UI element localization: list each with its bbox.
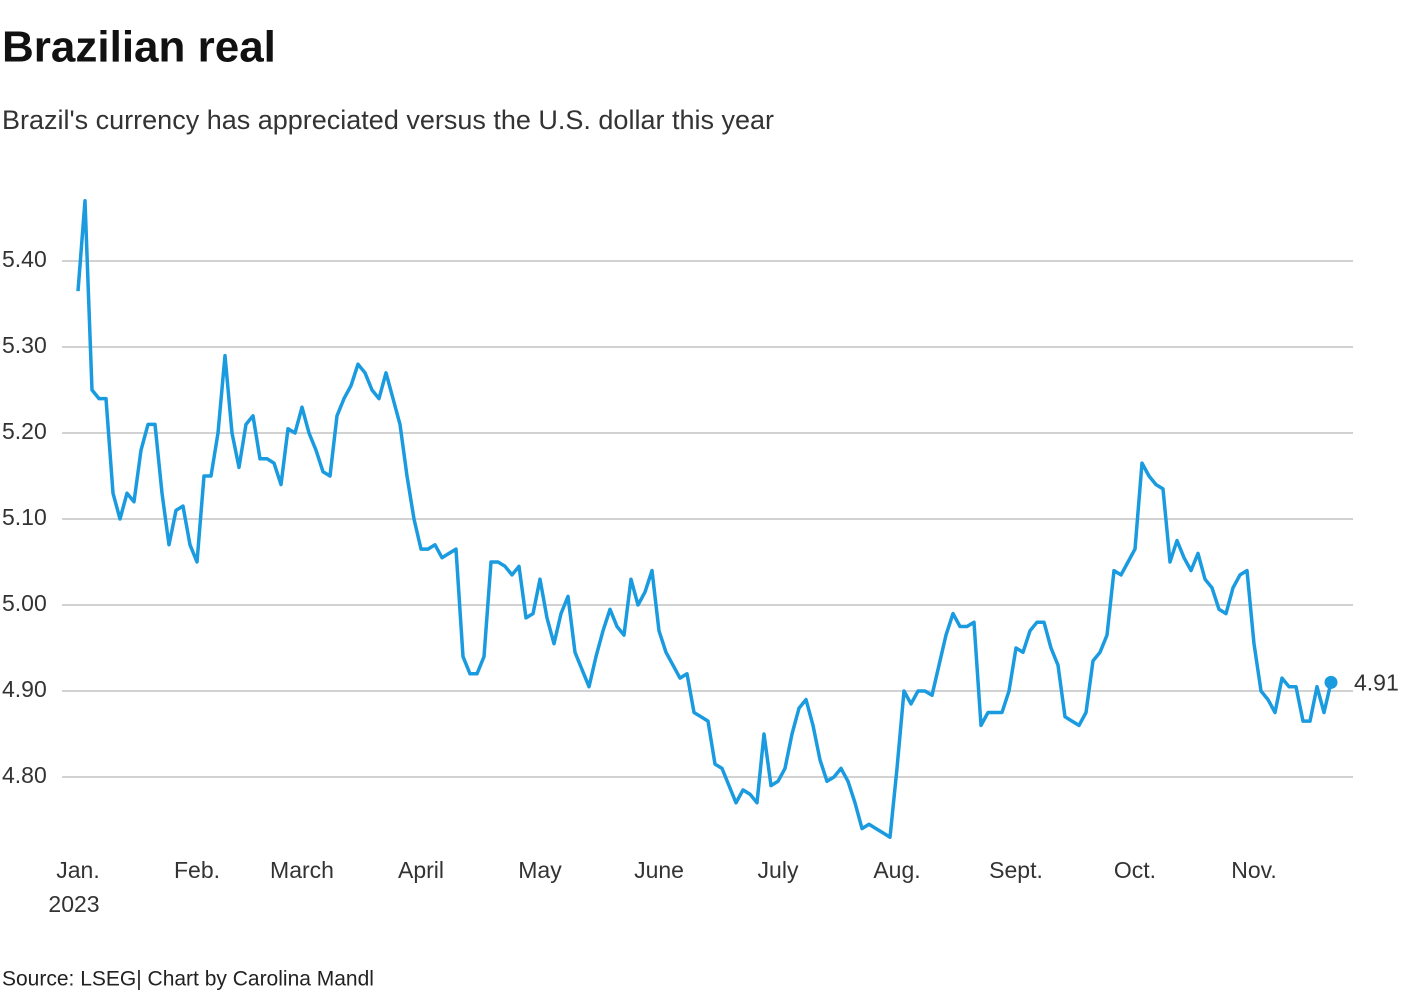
x-tick-label: Sept. (989, 857, 1043, 883)
x-tick-label: Nov. (1231, 857, 1277, 883)
x-tick-label: March (270, 857, 334, 883)
x-tick-label: Oct. (1114, 857, 1156, 883)
series-line (76, 199, 1333, 839)
y-tick-label: 5.40 (2, 246, 47, 272)
y-tick-label: 4.80 (2, 762, 47, 788)
end-label: 4.91 (1354, 669, 1399, 695)
end-dot (1324, 675, 1338, 689)
x-tick-label: Jan. (56, 857, 99, 883)
x-tick-label: May (518, 857, 562, 883)
x-tick-label: Feb. (174, 857, 220, 883)
x-year-label: 2023 (48, 891, 99, 917)
y-tick-label: 5.20 (2, 418, 47, 444)
x-tick-label: Aug. (873, 857, 920, 883)
x-tick-label: July (758, 857, 799, 883)
chart-title: Brazilian real (2, 23, 276, 72)
x-tick-label: April (398, 857, 444, 883)
chart-subtitle: Brazil's currency has appreciated versus… (2, 105, 774, 135)
x-tick-label: June (634, 857, 684, 883)
y-tick-label: 5.10 (2, 504, 47, 530)
y-tick-label: 5.00 (2, 590, 47, 616)
y-tick-label: 4.90 (2, 676, 47, 702)
source-note: Source: LSEG| Chart by Carolina Mandl (2, 968, 374, 991)
y-tick-label: 5.30 (2, 332, 47, 358)
